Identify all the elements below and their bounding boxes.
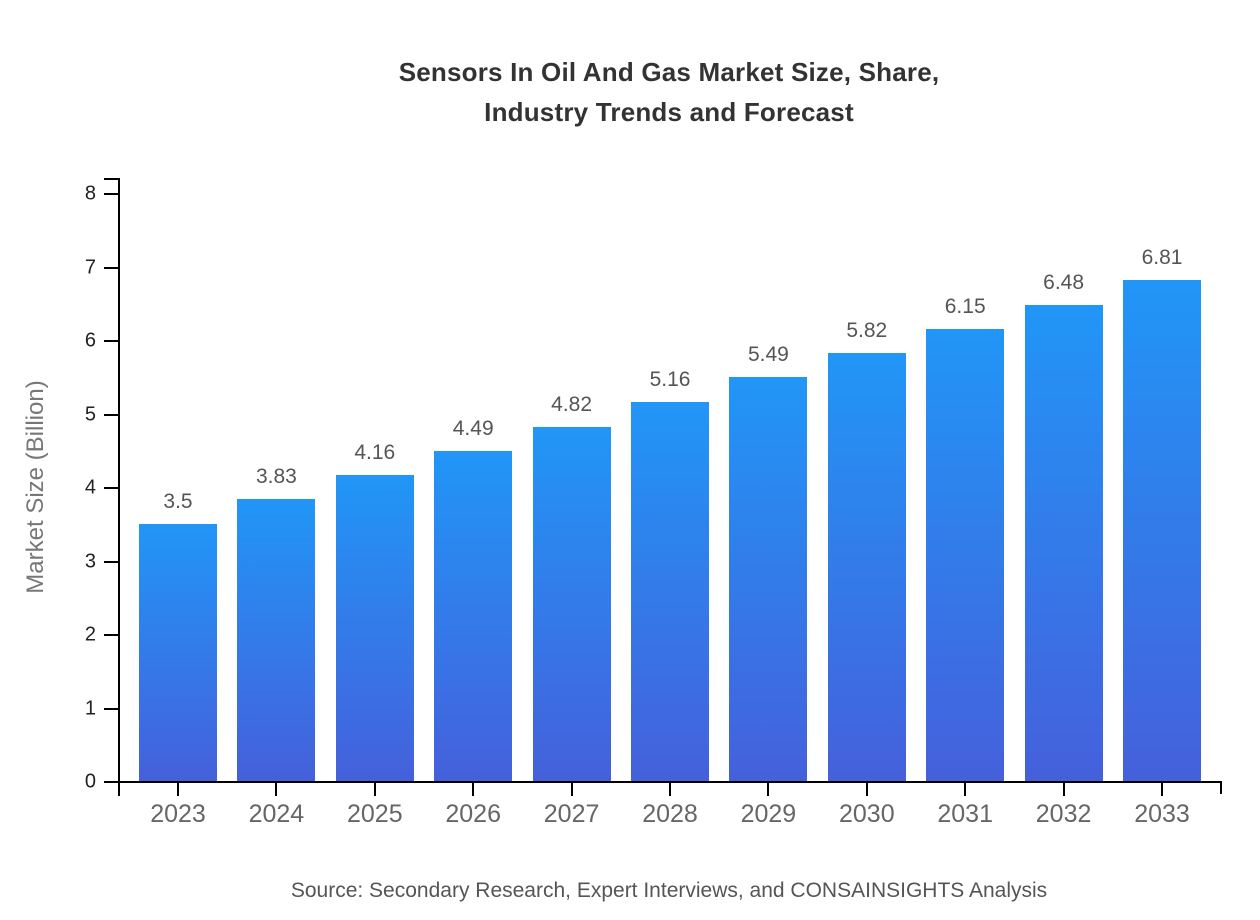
- x-tick-label: 2026: [445, 800, 501, 828]
- x-tick-mark: [1161, 783, 1163, 796]
- bar-value-label: 6.48: [1043, 270, 1085, 294]
- y-axis-line: [118, 178, 120, 783]
- y-tick-mark: [104, 781, 118, 783]
- y-tick-label: 0: [84, 770, 96, 793]
- x-axis-origin-tick: [118, 783, 120, 796]
- bar-2031: [926, 328, 1005, 781]
- y-tick-label: 7: [84, 256, 96, 278]
- bar-2026: [434, 450, 513, 781]
- y-tick-label: 2: [84, 623, 96, 646]
- bar-value-label: 6.81: [1141, 246, 1183, 270]
- y-tick-mark: [104, 634, 118, 636]
- x-axis-endcap-tick: [1220, 781, 1222, 794]
- y-tick-label: 3: [84, 550, 96, 572]
- x-tick-mark: [767, 783, 770, 796]
- x-tick-label: 2033: [1134, 800, 1190, 828]
- bar-2028: [631, 401, 709, 781]
- x-tick-mark: [570, 783, 573, 796]
- y-tick-mark: [104, 413, 118, 416]
- x-tick-label: 2030: [838, 800, 895, 828]
- bar-value-label: 5.82: [846, 319, 888, 343]
- bar-value-label: 5.16: [649, 367, 691, 391]
- bar-value-label: 3.5: [163, 489, 193, 513]
- y-tick-mark: [104, 340, 118, 342]
- y-axis-endcap-tick: [104, 178, 118, 180]
- bar-value-label: 4.49: [452, 416, 494, 440]
- x-tick-mark: [1062, 783, 1065, 796]
- bar-2033: [1123, 280, 1201, 781]
- x-tick-label: 2031: [937, 800, 993, 828]
- chart-title: Sensors In Oil And Gas Market Size, Shar…: [398, 57, 940, 127]
- y-tick-mark: [104, 487, 118, 489]
- bar-value-label: 4.16: [354, 441, 396, 465]
- bar-2029: [729, 377, 808, 781]
- x-tick-mark: [177, 783, 179, 796]
- y-tick-label: 6: [84, 329, 96, 352]
- x-tick-label: 2025: [346, 800, 403, 828]
- y-tick-label: 1: [84, 697, 96, 719]
- x-tick-label: 2024: [248, 800, 305, 828]
- bar-2027: [532, 426, 611, 781]
- y-tick-mark: [104, 193, 118, 195]
- bar-2025: [335, 475, 414, 781]
- bar-2032: [1024, 304, 1103, 781]
- bar-value-label: 4.82: [551, 392, 593, 416]
- y-tick-mark: [104, 266, 118, 269]
- bar-value-label: 3.83: [255, 465, 297, 489]
- bar-2023: [139, 523, 217, 781]
- x-tick-mark: [472, 783, 475, 796]
- y-tick-label: 5: [84, 403, 96, 425]
- bar-value-label: 6.15: [944, 294, 986, 318]
- y-tick-label: 4: [84, 476, 96, 499]
- x-tick-label: 2027: [543, 800, 600, 828]
- x-tick-mark: [275, 783, 278, 796]
- x-axis-line: [118, 781, 1222, 783]
- bar-2024: [237, 499, 316, 781]
- bar-value-label: 5.49: [747, 343, 789, 367]
- x-tick-label: 2029: [740, 800, 797, 828]
- x-tick-label: 2028: [642, 800, 698, 828]
- x-tick-mark: [865, 783, 868, 796]
- source-note: Source: Secondary Research, Expert Inter…: [290, 879, 1048, 902]
- x-tick-label: 2023: [150, 800, 206, 828]
- y-tick-label: 8: [84, 182, 96, 205]
- bar-2030: [827, 353, 906, 781]
- x-tick-mark: [669, 783, 671, 796]
- x-tick-label: 2032: [1035, 800, 1092, 828]
- y-tick-mark: [104, 560, 118, 563]
- x-tick-mark: [964, 783, 967, 796]
- y-tick-mark: [104, 707, 118, 710]
- x-tick-mark: [373, 783, 376, 796]
